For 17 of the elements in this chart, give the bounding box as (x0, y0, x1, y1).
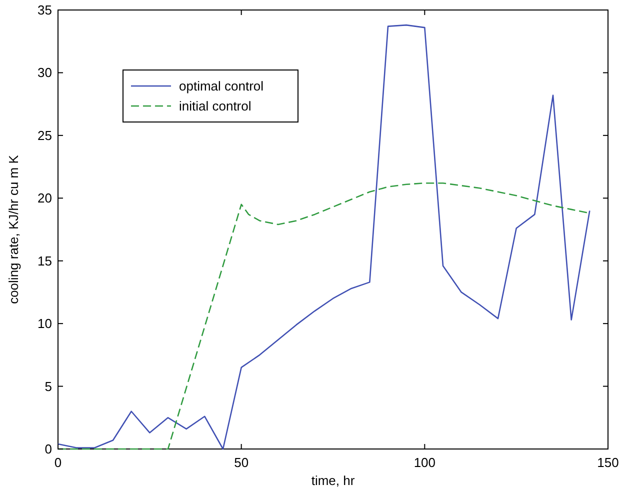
y-tick-label: 25 (38, 128, 52, 143)
y-tick-label: 35 (38, 2, 52, 18)
y-tick-label: 20 (38, 190, 52, 206)
line-series (57, 24, 590, 450)
x-tick-label: 0 (54, 455, 62, 470)
x-axis-title: time, hr (311, 473, 356, 488)
x-tick-label: 100 (414, 455, 436, 470)
y-tick-label: 30 (38, 65, 52, 80)
x-tick-label: 50 (234, 455, 249, 470)
y-axis-title: cooling rate, KJ/hr cu m K (6, 154, 21, 304)
y-tick-label: 15 (38, 253, 52, 268)
y-tick-label: 0 (44, 442, 52, 456)
x-tick-label: 150 (597, 455, 619, 470)
y-tick-label: 5 (44, 378, 52, 394)
y-tick-label: 10 (38, 316, 52, 332)
legend-label: optimal control (179, 78, 264, 94)
legend-label: initial control (179, 98, 252, 114)
